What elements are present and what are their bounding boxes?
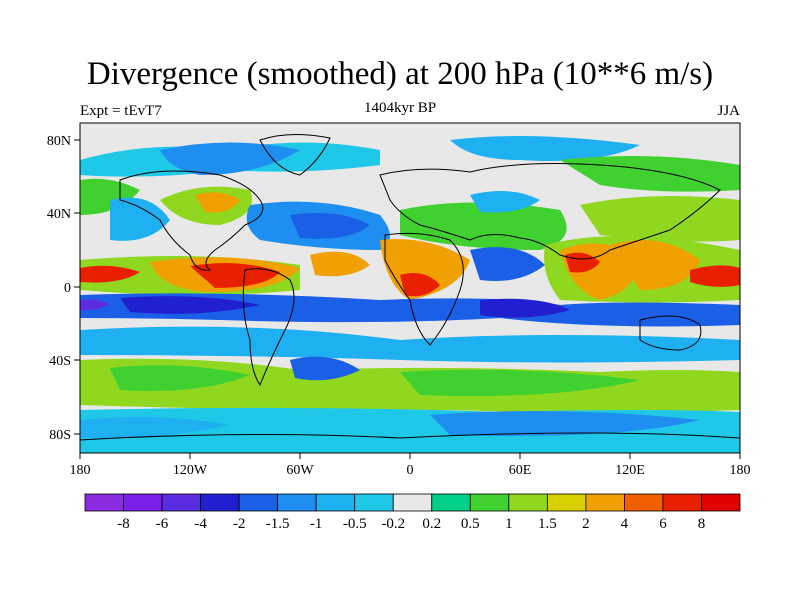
colorbar-swatch xyxy=(662,493,702,512)
africa-max xyxy=(400,272,440,297)
colorbar-label: -0.5 xyxy=(343,516,367,532)
eurasia-coast xyxy=(379,163,721,260)
colorbar-swatch xyxy=(392,493,433,512)
colorbar-label: -1 xyxy=(310,516,323,532)
colorbar-label: 2 xyxy=(582,516,590,532)
indian-ocean-convergence-core xyxy=(480,298,570,318)
south-subtropic-convergence xyxy=(80,326,740,363)
colorbar-swatch xyxy=(354,493,394,512)
colorbar-label: -1.5 xyxy=(266,516,290,532)
lat-label: 80N xyxy=(47,134,71,149)
colorbar-label: -8 xyxy=(117,516,130,532)
west-pacific-edge-max xyxy=(80,265,140,283)
bay-of-bengal-max xyxy=(565,252,600,273)
colorbar-swatch xyxy=(431,493,471,512)
east-pacific-max xyxy=(190,263,280,288)
colorbar-label: -4 xyxy=(194,516,207,532)
north-america-coast xyxy=(119,170,264,271)
colorbar-swatch xyxy=(585,493,625,512)
lon-label: 60E xyxy=(509,463,532,478)
colorbar-label: 8 xyxy=(698,516,706,532)
eurasia-divergence xyxy=(400,202,567,250)
colorbar: -8 -6 -4 -2 -1.5 -1 -0.5 -0.2 0.2 0.5 1 1.5 2 4 6 8 xyxy=(84,493,741,532)
south-america-coast xyxy=(242,268,295,387)
antarctic-convergence-core xyxy=(430,411,700,436)
south-atlantic-convergence xyxy=(290,356,360,381)
ne-pacific-convergence xyxy=(110,197,170,241)
colorbar-swatch xyxy=(701,493,741,512)
lon-label: 0 xyxy=(407,463,414,478)
south-china-divergence xyxy=(610,240,700,290)
lon-label: 60W xyxy=(286,463,314,478)
alaska-divergence xyxy=(80,178,140,215)
colorbar-label: 0.5 xyxy=(461,516,480,532)
colorbar-label: -6 xyxy=(156,516,169,532)
lon-label: 120E xyxy=(615,463,645,478)
colorbar-swatch xyxy=(277,493,317,512)
experiment-label: Expt = tEvT7 xyxy=(80,103,162,119)
colorbar-swatch xyxy=(469,493,510,512)
colorbar-swatch xyxy=(508,493,548,512)
siberia-convergence xyxy=(450,136,640,161)
colorbar-swatch xyxy=(315,493,356,512)
africa-coast xyxy=(384,232,464,346)
east-asia-divergence xyxy=(580,196,740,242)
divergence-field xyxy=(80,123,740,453)
colorbar-label: -2 xyxy=(233,516,246,532)
colorbar-label: 1.5 xyxy=(538,516,557,532)
colorbar-label: -0.2 xyxy=(381,516,405,532)
greenland-coast xyxy=(259,133,331,176)
lat-label: 40S xyxy=(49,354,71,369)
colorbar-swatch xyxy=(161,493,201,512)
colorbar-swatch xyxy=(123,493,163,512)
antarctica-coast xyxy=(80,432,740,441)
lat-label: 0 xyxy=(64,281,71,296)
colorbar-swatch xyxy=(200,493,240,512)
southern-ocean-divergence xyxy=(80,358,740,413)
arctic-blue-core xyxy=(160,142,300,175)
caribbean-divergence xyxy=(310,251,370,277)
colorbar-label: 6 xyxy=(659,516,667,532)
na-west-max xyxy=(195,192,240,213)
antarctic-pacific-convergence xyxy=(80,416,230,439)
latitude-axis: 80N 40N 0 40S 80S xyxy=(47,134,80,443)
colorbar-swatch xyxy=(84,493,124,512)
south-pacific-divergence xyxy=(110,365,250,391)
lon-label: 180 xyxy=(730,463,751,478)
south-indian-divergence xyxy=(400,369,640,396)
colorbar-label: 0.2 xyxy=(422,516,441,532)
pacific-convergence-core xyxy=(120,296,260,314)
lat-label: 40N xyxy=(47,207,71,222)
lon-label: 120W xyxy=(173,463,208,478)
coastlines xyxy=(80,133,740,441)
plot-title: Divergence (smoothed) at 200 hPa (10**6 … xyxy=(86,56,714,92)
lat-label: 80S xyxy=(49,428,71,443)
colorbar-swatch xyxy=(238,493,279,512)
colorbar-label: 1 xyxy=(505,516,513,532)
pacific-convergence-min xyxy=(80,299,110,311)
west-pacific-max xyxy=(690,265,740,287)
colorbar-swatch xyxy=(624,493,664,512)
season-label: JJA xyxy=(717,103,740,119)
longitude-axis: 180 120W 60W 0 60E 120E 180 xyxy=(70,453,751,478)
arabian-convergence xyxy=(470,247,545,281)
colorbar-label: 4 xyxy=(621,516,629,532)
central-asia-convergence xyxy=(470,191,540,213)
lon-label: 180 xyxy=(70,463,91,478)
atlantic-convergence-core xyxy=(290,212,370,239)
colorbar-swatch xyxy=(546,493,587,512)
time-label: 1404kyr BP xyxy=(363,100,437,116)
australia-coast xyxy=(639,315,702,351)
